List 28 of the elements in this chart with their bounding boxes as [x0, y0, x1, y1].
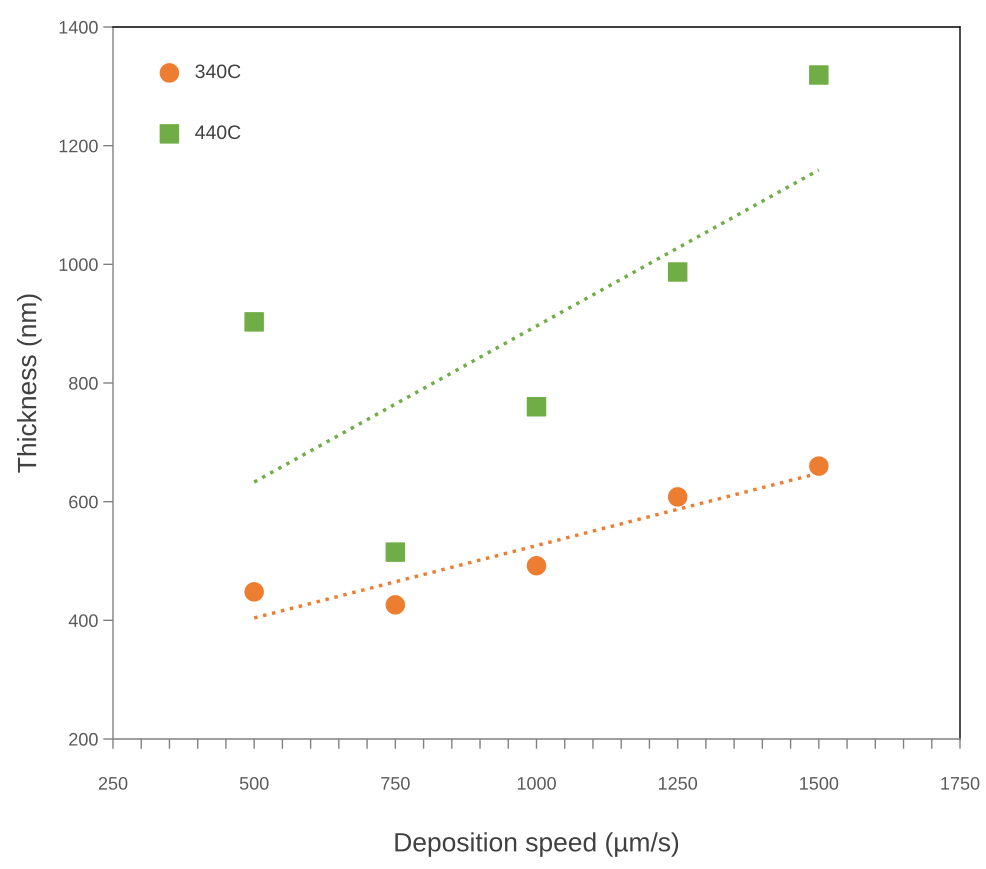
- y-tick-label: 800: [69, 376, 98, 390]
- x-tick-label: 1750: [941, 776, 980, 790]
- y-tick-label: 1200: [60, 140, 98, 152]
- x-axis-title: Deposition speed (µm/s): [395, 832, 678, 857]
- y-tick-label: 1400: [60, 20, 98, 34]
- point: [809, 65, 829, 85]
- y-tick-label: 400: [68, 614, 98, 628]
- point: [526, 396, 546, 416]
- legend-label: 340C: [195, 64, 240, 78]
- x-tick-label: 750: [381, 776, 410, 790]
- point: [386, 595, 406, 615]
- point: [244, 312, 264, 332]
- y-tick-label: 1000: [60, 258, 98, 272]
- x-tick-label: 500: [240, 776, 269, 790]
- point: [244, 582, 264, 602]
- x-tick-label: 250: [98, 776, 128, 790]
- legend-label: 440C: [195, 125, 240, 140]
- point: [386, 542, 406, 562]
- y-axis-title: Thickness (nm): [16, 294, 42, 473]
- point: [668, 262, 688, 282]
- x-tick-label: 1000: [518, 776, 556, 790]
- x-tick-label: 1250: [658, 776, 698, 790]
- point: [809, 456, 829, 476]
- point: [526, 556, 546, 576]
- x-tick-label: 1500: [800, 776, 838, 790]
- point: [668, 487, 688, 507]
- y-tick-label: 200: [69, 732, 98, 746]
- y-tick-label: 600: [69, 496, 98, 508]
